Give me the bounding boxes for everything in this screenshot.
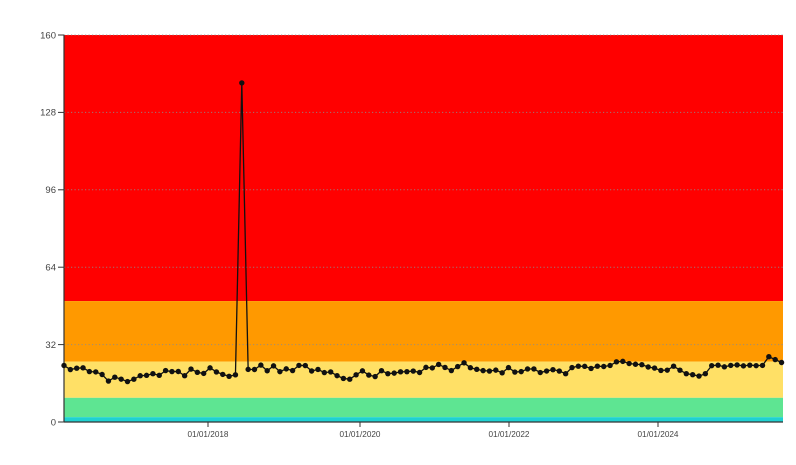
svg-text:01/01/2022: 01/01/2022 xyxy=(489,430,530,439)
svg-text:160: 160 xyxy=(40,30,56,41)
svg-text:0: 0 xyxy=(51,417,56,428)
svg-text:32: 32 xyxy=(45,340,56,351)
svg-text:01/01/2020: 01/01/2020 xyxy=(340,430,381,439)
svg-text:01/01/2018: 01/01/2018 xyxy=(188,430,229,439)
svg-text:96: 96 xyxy=(45,185,56,196)
svg-text:01/01/2024: 01/01/2024 xyxy=(638,430,679,439)
svg-text:64: 64 xyxy=(45,263,56,274)
svg-text:128: 128 xyxy=(40,108,56,119)
